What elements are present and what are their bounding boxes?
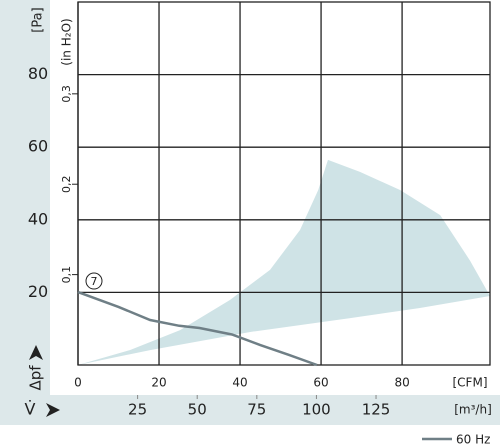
y-tick-label: 20 <box>28 282 48 301</box>
bottom-band <box>0 395 500 425</box>
curve <box>77 290 318 367</box>
x-tick-label: 80 <box>394 376 409 390</box>
y-tick-label: 80 <box>28 64 48 83</box>
x2-symbol: V̇ <box>25 400 36 419</box>
curve-label: 7 <box>91 275 98 288</box>
plot-frame <box>77 1 491 366</box>
plot-background <box>50 0 500 395</box>
x2-tick-label: 25 <box>128 401 147 419</box>
x2-axis-label: [m³/h] <box>454 403 492 417</box>
x-arrow <box>46 403 60 417</box>
y-arrow <box>29 345 43 360</box>
x2-tick-label: 125 <box>362 401 391 419</box>
y2-tick-label: 0,1 <box>60 266 73 284</box>
curve-label-circle <box>85 272 103 290</box>
x-axis-label: [CFM] <box>453 376 488 390</box>
y2-axis-label: (in H₂O) <box>60 18 74 65</box>
x2-tick-label: 75 <box>247 401 266 419</box>
left-band <box>0 0 50 425</box>
y-tick-label: 60 <box>28 137 48 156</box>
x-tick-label: 60 <box>313 376 328 390</box>
y2-tick-label: 0,3 <box>60 85 73 103</box>
y-symbol: Δpf <box>27 365 45 391</box>
y-tick-label: 40 <box>28 209 48 228</box>
x-tick-label: 40 <box>232 376 247 390</box>
operating-region <box>78 159 490 365</box>
legend-label: 60 Hz <box>456 433 490 447</box>
x-tick-label: 20 <box>151 376 166 390</box>
y-axis-label: [Pa] <box>31 7 46 32</box>
x2-tick-label: 50 <box>188 401 207 419</box>
x2-tick-label: 100 <box>302 401 331 419</box>
x-tick-label: 0 <box>74 376 82 390</box>
y2-tick-label: 0,2 <box>60 175 73 193</box>
